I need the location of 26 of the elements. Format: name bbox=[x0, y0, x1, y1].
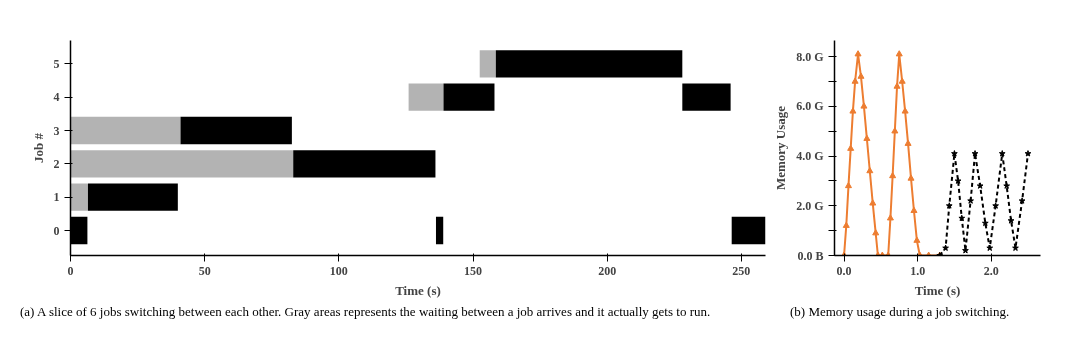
y-tick-label: 4.0 G bbox=[796, 149, 824, 164]
y-tick-label: 6.0 G bbox=[796, 99, 824, 114]
y-tick-label: 3 bbox=[53, 123, 60, 138]
x-tick-label: 50 bbox=[198, 263, 211, 278]
x-tick-label: 150 bbox=[464, 263, 483, 278]
x-tick-label: 1.0 bbox=[910, 263, 926, 278]
text: (a) A slice of 6 jobs switching between each other. Gray areas represents the waiting between a job arrives and it actually gets to run. bbox=[20, 304, 711, 320]
x-axis-title: Time (s) bbox=[395, 282, 441, 298]
x-tick-label: 250 bbox=[732, 263, 751, 278]
y-tick-label: 1 bbox=[53, 190, 60, 205]
x-tick-label: 2.0 bbox=[983, 263, 999, 278]
y-tick-label: 2.0 G bbox=[796, 198, 824, 213]
x-axis-title: Time (s) bbox=[914, 282, 961, 298]
x-tick-label: 200 bbox=[598, 263, 617, 278]
x-tick-label: 100 bbox=[329, 263, 348, 278]
y-axis-title: Job # bbox=[30, 132, 46, 163]
text: (b) Memory usage during a job switching. bbox=[790, 304, 1010, 320]
y-tick-label: 4 bbox=[53, 90, 60, 105]
y-tick-label: 8.0 G bbox=[796, 49, 824, 64]
y-tick-label: 2 bbox=[53, 156, 60, 171]
y-axis-title: Memory Usage bbox=[773, 105, 789, 191]
y-tick-label: 5 bbox=[53, 56, 60, 71]
y-tick-label: 0 bbox=[53, 223, 60, 238]
x-tick-label: 0 bbox=[67, 263, 74, 278]
x-tick-label: 0.0 bbox=[836, 263, 852, 278]
y-tick-label: 0.0 B bbox=[797, 248, 824, 263]
